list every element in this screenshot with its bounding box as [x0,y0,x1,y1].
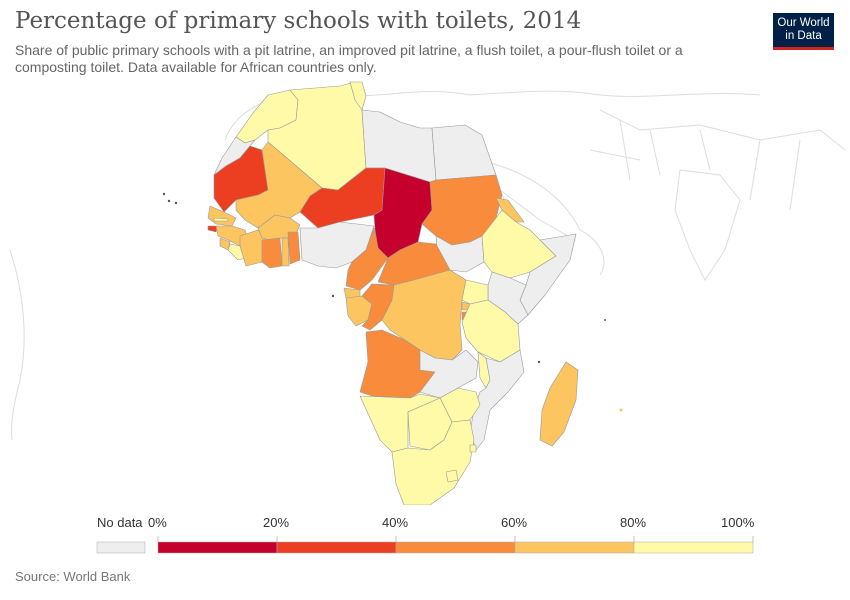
island-sao-tome [331,294,335,298]
island-seychelles [604,319,606,321]
border-lines [589,119,801,211]
country-togo[interactable] [281,237,290,267]
chart-subtitle: Share of public primary schools with a p… [15,42,683,75]
island-cape-verde-1 [162,192,166,196]
country-gambia[interactable] [213,217,229,222]
country-madagascar[interactable] [539,361,579,447]
africa-choropleth-map [9,81,846,505]
country-lesotho[interactable] [445,469,459,483]
legend-no-data-swatch[interactable] [96,541,146,554]
island-cape-verde-3 [174,201,178,205]
small-islands [162,192,623,412]
source-note: Source: World Bank [15,569,131,584]
country-mozambique[interactable] [469,349,525,451]
country-congo[interactable] [361,283,395,331]
chart-title: Percentage of primary schools with toile… [15,8,582,34]
country-guinea-bissau[interactable] [207,225,219,233]
legend-bin-3[interactable] [514,541,635,554]
legend-tick-label-0: 0% [148,515,167,530]
legend-bin-4[interactable] [633,541,754,554]
island-comoros [537,360,541,364]
country-zambia[interactable] [419,349,479,399]
asia-outline [599,109,846,151]
country-benin[interactable] [287,231,301,265]
legend-tick-label-1: 20% [263,515,290,530]
legend-tick-label-3: 60% [501,515,528,530]
middle-east-outline [479,159,605,276]
country-liberia[interactable] [227,243,247,261]
legend-tick-label-2: 40% [382,515,409,530]
country-swaziland[interactable] [469,444,477,453]
country-cameroon[interactable] [345,227,389,291]
owid-logo[interactable]: Our World in Data [773,13,834,50]
legend-bin-0[interactable] [157,541,278,554]
india-outline [674,169,741,281]
africa-countries [207,81,579,505]
legend-scale [96,536,754,554]
country-egypt[interactable] [431,124,497,181]
country-uganda[interactable] [461,279,489,305]
logo-line-2: in Data [785,30,822,42]
island-cape-verde-2 [167,199,171,203]
logo-line-1: Our World [777,17,830,29]
legend-bin-1[interactable] [276,541,397,554]
island-mauritius [619,408,623,412]
legend-no-data-label: No data [97,515,143,530]
south-america-outline [9,249,25,441]
legend-tick-label-5: 100% [721,515,755,530]
legend-bin-2[interactable] [395,541,516,554]
legend-tick-label-4: 80% [620,515,647,530]
country-eritrea[interactable] [495,197,525,223]
country-tunisia[interactable] [349,81,367,111]
color-legend: No data 0% 20% 40% 60% 80% 100% [0,505,850,565]
country-ghana[interactable] [261,237,283,269]
country-drc[interactable] [381,269,467,361]
country-south-africa[interactable] [391,419,475,505]
